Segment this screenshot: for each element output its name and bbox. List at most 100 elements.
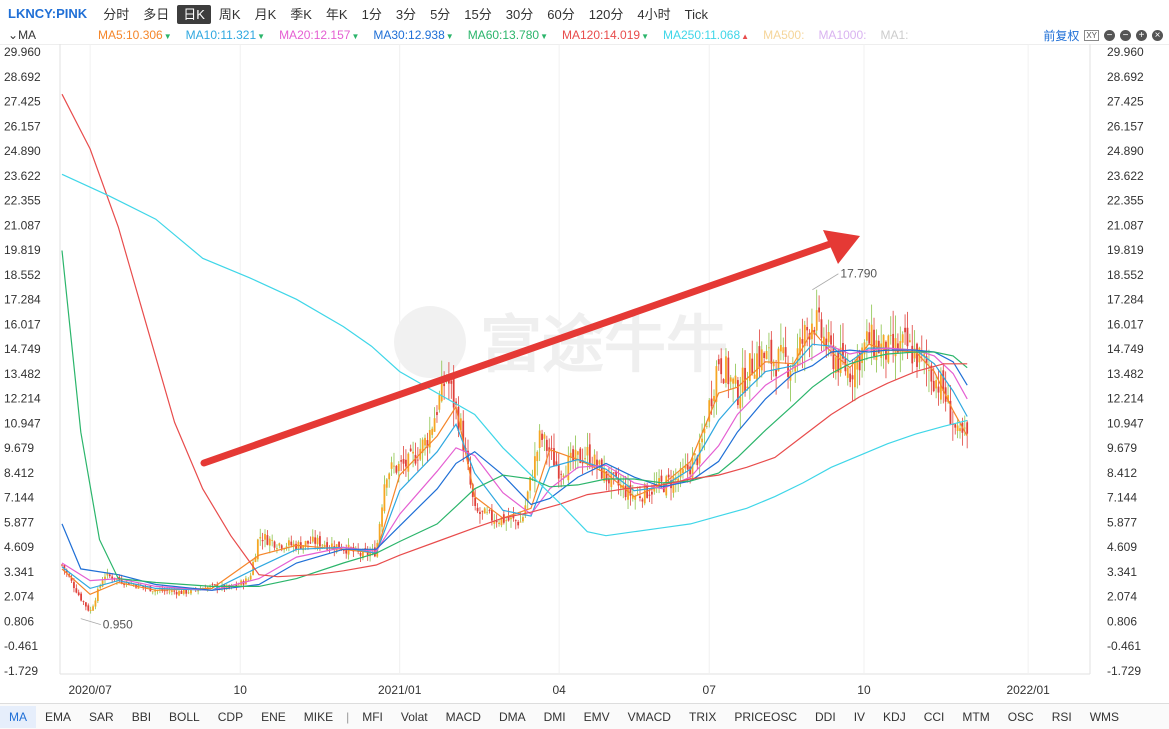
period-tab[interactable]: 3分 (395, 6, 417, 22)
candle-body (182, 589, 185, 594)
ma-legend-item[interactable]: MA1: (880, 28, 908, 42)
indicator-tab[interactable]: EMV (583, 709, 610, 724)
indicator-tab[interactable]: Volat (400, 709, 428, 724)
indicator-tab[interactable]: WMS (1089, 709, 1120, 724)
minus-icon[interactable]: − (1120, 30, 1131, 41)
candle-body (543, 434, 546, 439)
x-tick-label: 04 (552, 683, 566, 697)
indicator-tab[interactable]: MTM (962, 709, 990, 724)
period-tab[interactable]: 60分 (547, 6, 575, 22)
plus-icon[interactable]: + (1136, 30, 1147, 41)
indicator-tabs: MA EMA SAR BBI BOLL CDP ENE MIKE | MFI Volat MACD DM… (0, 703, 1169, 729)
candle-body (918, 347, 921, 363)
period-tab[interactable]: 周K (218, 6, 241, 22)
indicator-tab[interactable]: CDP (217, 709, 244, 724)
xy-icon[interactable]: XY (1084, 30, 1099, 41)
candle-body (87, 605, 90, 611)
ma-legend-item[interactable]: MA500: (763, 28, 804, 42)
candle-body (507, 516, 510, 521)
indicator-tab[interactable]: ENE (261, 709, 286, 724)
y-tick-label-right: 22.355 (1107, 194, 1144, 208)
y-tick-label-left: -0.461 (4, 639, 38, 653)
candle-body (545, 439, 548, 451)
period-tab[interactable]: Tick (684, 6, 708, 22)
period-tab[interactable]: 多日 (143, 6, 170, 22)
period-tab[interactable]: 5分 (430, 6, 451, 22)
candle-body (555, 461, 558, 466)
indicator-tab[interactable]: MA (0, 705, 36, 728)
candle-body (572, 449, 574, 461)
candle-body (908, 340, 911, 343)
period-tab[interactable]: 120分 (588, 6, 624, 22)
period-tab[interactable]: 季K (290, 6, 312, 22)
ma-legend-item[interactable]: MA20:12.157▼ (279, 28, 359, 42)
y-tick-label-right: 24.890 (1107, 144, 1144, 158)
indicator-tab[interactable]: TRIX (688, 709, 717, 724)
close-icon[interactable]: × (1152, 30, 1163, 41)
candle-body (641, 499, 644, 502)
candle-body (600, 459, 603, 479)
period-tab[interactable]: 15分 (464, 6, 492, 22)
period-tab[interactable]: 4小时 (637, 6, 671, 22)
y-tick-label-right: -1.729 (1107, 664, 1141, 678)
ma-line-ma30 (61, 349, 968, 591)
indicator-tab[interactable]: IV (853, 709, 866, 724)
indicator-tab[interactable]: VMACD (627, 709, 671, 724)
candle-body (937, 386, 940, 393)
indicator-tab[interactable]: BOLL (169, 709, 200, 724)
candle-body (533, 456, 536, 480)
period-tab[interactable]: 分时 (103, 6, 130, 22)
y-tick-label-left: 29.960 (4, 45, 41, 59)
candle-body (782, 347, 785, 354)
ma-legend-item[interactable]: MA60:13.780▼ (468, 28, 548, 42)
candle-body (108, 574, 111, 577)
candle-body (705, 426, 708, 427)
candle-body (84, 602, 87, 607)
candle-body (629, 484, 632, 496)
candle-body (605, 471, 608, 482)
indicator-tab[interactable]: CCI (923, 709, 945, 724)
period-tab[interactable]: 30分 (505, 6, 534, 22)
indicator-selector[interactable]: ⌄MA (8, 28, 37, 42)
ma-legend-item[interactable]: MA30:12.938▼ (373, 28, 453, 42)
candle-body (830, 335, 832, 345)
candle-body (407, 453, 410, 472)
indicator-tab[interactable]: BBI (131, 709, 152, 724)
indicator-tab[interactable]: DMA (498, 709, 526, 724)
candle-body (856, 356, 859, 370)
candle-body (436, 412, 438, 416)
period-tab[interactable]: 月K (254, 6, 277, 22)
y-tick-label-right: 7.144 (1107, 491, 1137, 505)
period-tab[interactable]: 1分 (361, 6, 382, 22)
period-tab[interactable]: 年K (325, 6, 348, 22)
indicator-tab[interactable]: KDJ (883, 709, 906, 724)
indicator-tab[interactable]: EMA (45, 709, 72, 724)
period-tab[interactable]: 日K (177, 4, 211, 24)
indicator-tab[interactable]: MFI (362, 709, 383, 724)
indicator-tab[interactable]: DDI (815, 709, 836, 724)
candle-body (519, 521, 522, 523)
ma-legend-item[interactable]: MA1000: (818, 28, 866, 42)
indicator-tab[interactable]: DMI (543, 709, 566, 724)
candle-body (901, 334, 904, 343)
minus-icon[interactable]: − (1104, 30, 1115, 41)
y-tick-label-right: 2.074 (1107, 590, 1137, 604)
indicator-tab[interactable]: MACD (445, 709, 481, 724)
indicator-tab[interactable]: SAR (89, 709, 114, 724)
candle-body (837, 351, 840, 373)
candle-body (424, 437, 426, 446)
indicator-tab[interactable]: MIKE (303, 709, 334, 724)
ma-legend-item[interactable]: MA10:11.321▼ (186, 28, 265, 42)
price-adjust-mode[interactable]: 前复权 (1043, 29, 1080, 43)
indicator-tab[interactable]: RSI (1051, 709, 1072, 724)
ma-legend-text: MA30:12.938 (373, 28, 445, 42)
candle-body (80, 593, 83, 601)
ma-legend-item[interactable]: MA5:10.306▼ (98, 28, 172, 42)
indicator-tab[interactable]: PRICEOSC (734, 709, 798, 724)
candle-body (402, 459, 405, 464)
indicator-tab[interactable]: OSC (1007, 709, 1034, 724)
candle-body (949, 400, 952, 425)
ma-legend-item[interactable]: MA250:11.068▲ (663, 28, 749, 42)
ma-legend-item[interactable]: MA120:14.019▼ (562, 28, 649, 42)
price-chart[interactable]: 29.960 29.960 28.692 28.692 27.425 27.425 26.1… (0, 44, 1169, 703)
